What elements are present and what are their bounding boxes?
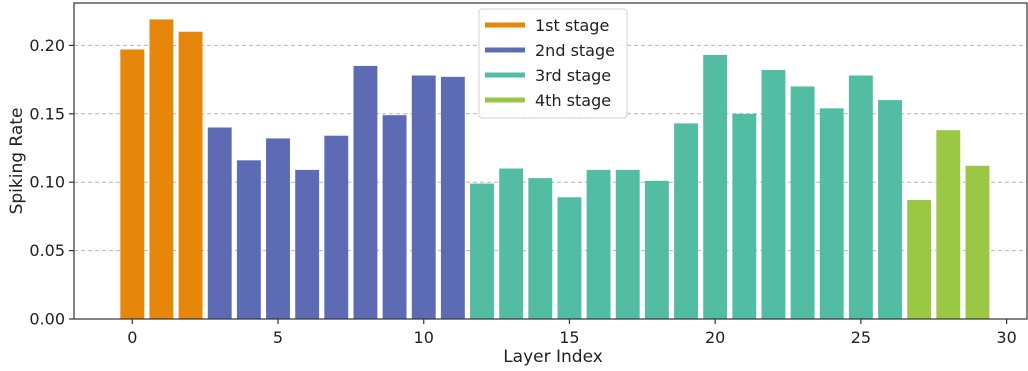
bar xyxy=(907,199,932,319)
bar xyxy=(295,169,320,319)
legend-label: 3rd stage xyxy=(535,66,611,85)
y-tick-label: 0.05 xyxy=(29,241,65,260)
y-tick-label: 0.00 xyxy=(29,310,65,329)
axes xyxy=(73,2,1028,320)
bar xyxy=(790,86,815,319)
x-tick-label: 0 xyxy=(127,328,137,347)
legend-label: 1st stage xyxy=(535,16,609,35)
y-tick-label: 0.10 xyxy=(29,173,65,192)
x-tick-label: 15 xyxy=(559,328,579,347)
bar xyxy=(499,168,524,319)
bar xyxy=(382,115,407,319)
bar xyxy=(848,75,873,319)
bar xyxy=(207,127,232,319)
bar xyxy=(878,100,902,319)
bar xyxy=(149,19,174,319)
bar xyxy=(470,183,494,319)
bar xyxy=(178,31,203,320)
x-ticks: 0 5 10 15 20 25 30 xyxy=(127,319,1017,347)
bar xyxy=(557,197,582,319)
bar xyxy=(120,49,145,319)
bar xyxy=(236,160,261,319)
legend: 1st stage 2nd stage 3rd stage 4th stage xyxy=(478,8,628,119)
x-tick-label: 30 xyxy=(996,328,1016,347)
bar xyxy=(266,138,290,319)
bar xyxy=(353,65,378,319)
bar xyxy=(615,169,640,319)
y-ticks: 0.00 0.05 0.10 0.15 0.20 xyxy=(29,36,74,329)
y-tick-label: 0.20 xyxy=(29,36,65,55)
x-tick-label: 10 xyxy=(414,328,434,347)
bar xyxy=(674,123,698,319)
bar xyxy=(819,108,844,319)
legend-label: 4th stage xyxy=(535,91,611,110)
bar xyxy=(965,165,990,319)
bar xyxy=(936,130,961,319)
bars xyxy=(120,19,990,320)
legend-label: 2nd stage xyxy=(535,41,615,60)
x-axis-label: Layer Index xyxy=(503,347,603,367)
bar xyxy=(324,135,349,319)
plot-frame xyxy=(73,2,1028,320)
y-tick-label: 0.15 xyxy=(29,104,65,123)
bar xyxy=(703,54,728,319)
legend-box xyxy=(478,8,628,119)
bar xyxy=(411,75,436,319)
x-tick-label: 5 xyxy=(273,328,283,347)
x-tick-label: 20 xyxy=(705,328,725,347)
bar xyxy=(586,169,611,319)
y-axis-label: Spiking Rate xyxy=(7,108,27,215)
bar xyxy=(644,180,669,319)
bar xyxy=(440,76,465,319)
x-tick-label: 25 xyxy=(851,328,871,347)
bar xyxy=(761,70,786,319)
bar xyxy=(528,178,553,319)
bar xyxy=(732,113,757,319)
